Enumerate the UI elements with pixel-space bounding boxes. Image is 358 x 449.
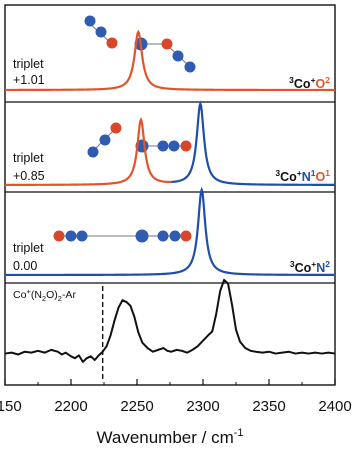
species-1-plus: +	[311, 75, 316, 85]
panel-2-energy: +0.85	[13, 169, 45, 183]
panel-3-energy: 0.00	[13, 259, 37, 273]
exp-label-mid: (N	[31, 289, 42, 301]
species-3-plus: +	[311, 259, 316, 269]
species-2-base: Co	[280, 170, 297, 184]
exp-label-plus: +	[26, 287, 31, 296]
x-axis-title-sup: -1	[234, 427, 244, 439]
species-3-l1: N	[316, 261, 325, 275]
x-axis-ticks: 2150 2200 2250 2300 2350 2400	[0, 379, 352, 415]
panel-2-state: triplet	[13, 151, 44, 165]
species-3-pre: 3	[290, 259, 295, 269]
spectrum-experimental	[4, 278, 336, 363]
molecule-co-n2-icon	[53, 229, 192, 243]
species-2-sub2: 1	[325, 168, 330, 178]
exp-label-base: Co	[13, 289, 27, 301]
species-2-l1: N	[302, 170, 311, 184]
species-1-sub1: 2	[325, 75, 330, 85]
x-tick-label-2200: 2200	[54, 398, 87, 415]
panel-3-state: triplet	[13, 241, 44, 255]
x-tick-label-2150: 2150	[0, 398, 22, 415]
x-tick-label-2350: 2350	[252, 398, 285, 415]
plot-frame	[4, 4, 336, 386]
species-2-l2: O	[316, 170, 326, 184]
spectrum-con1o1-segment-2	[171, 100, 335, 186]
exp-label-sub: 2	[42, 294, 46, 303]
x-axis-title-text: Wavenumber / cm	[96, 428, 233, 447]
x-tick-label-2300: 2300	[186, 398, 219, 415]
spectrum-con2	[5, 186, 335, 277]
experimental-label: Co+(N2O)2-Ar	[13, 287, 76, 303]
species-2-sub1: 1	[311, 168, 316, 178]
species-2-plus: +	[297, 168, 302, 178]
x-tick-label-2250: 2250	[120, 398, 153, 415]
panel-1-state: triplet	[13, 57, 44, 71]
species-1-pre: 3	[289, 75, 294, 85]
spectrum-con1o1-segment-1	[5, 117, 172, 186]
spectrum-co2	[5, 29, 335, 92]
exp-label-sub2: 2	[58, 294, 62, 303]
spectra-curves	[4, 29, 336, 380]
species-3-sub1: 2	[325, 259, 330, 269]
panel-1-energy: +1.01	[13, 73, 45, 87]
x-tick-label-2400: 2400	[318, 398, 351, 415]
panel-1-species: 3Co+O2	[289, 75, 330, 91]
x-axis-title: Wavenumber / cm-1	[96, 427, 243, 447]
panel-3-species: 3Co+N2	[290, 259, 330, 275]
exp-label-tail2: -Ar	[62, 289, 77, 301]
species-2-pre: 3	[275, 168, 280, 178]
species-1-l1: O	[316, 77, 326, 91]
panel-2-species: 3Co+N1O1	[275, 168, 330, 184]
species-1-base: Co	[294, 77, 311, 91]
exp-label-tail1: O)	[46, 289, 58, 301]
species-3-base: Co	[295, 261, 312, 275]
